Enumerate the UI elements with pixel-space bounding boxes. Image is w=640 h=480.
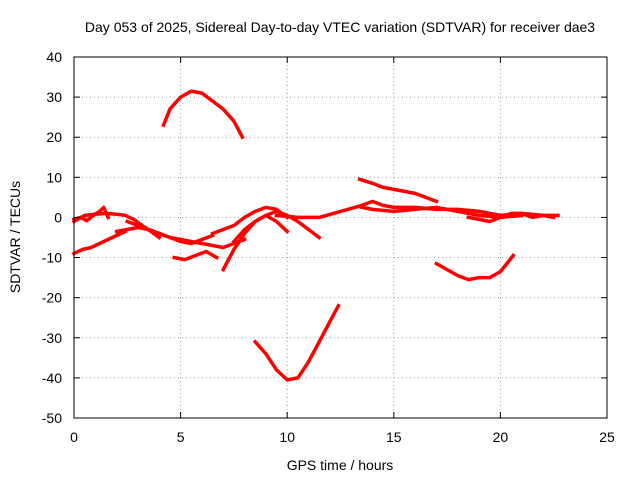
y-tick-label: -20 [42,290,62,306]
sdtvar-arc-line [210,205,290,236]
x-tick-label: 10 [279,429,295,445]
y-tick-label: -40 [42,370,62,386]
y-tick-label: -10 [42,250,62,266]
y-tick-label: 30 [46,89,62,105]
sdtvar-arc-line [231,213,290,244]
y-axis-label: SDTVAR / TECUs [7,181,23,293]
y-tick-label: 20 [46,129,62,145]
x-tick-label: 0 [70,429,78,445]
y-tick-label: 0 [54,209,62,225]
plot-frame [73,56,608,419]
y-tick-label: 10 [46,169,62,185]
series-layer [71,89,560,382]
sdtvar-arc-line [357,177,439,204]
sdtvar-arc-line [71,229,128,256]
y-tick-label: -50 [42,410,62,426]
sdtvar-arc-line [252,303,341,382]
y-tick-label: 40 [46,49,62,65]
x-tick-label: 25 [599,429,615,445]
sdtvar-arc-line [359,205,524,220]
sdtvar-arc-line [161,89,245,140]
x-tick-label: 5 [177,429,185,445]
grid-layer [74,57,607,418]
sdtvar-arc-line [466,211,556,224]
sdtvar-arc-line [125,219,247,250]
tick-layer: 0 5 10 15 20 25 -50 -40 -30 -20 -10 0 10 20 30 40 [42,49,615,445]
x-axis-label: GPS time / hours [287,457,394,473]
sdtvar-arc-line [172,249,220,262]
sdtvar-arc-line [220,209,322,272]
sdtvar-arc-line [434,253,516,282]
x-tick-label: 20 [493,429,509,445]
x-tick-label: 15 [386,429,402,445]
y-tick-label: -30 [42,330,62,346]
chart-title: Day 053 of 2025, Sidereal Day-to-day VTE… [85,19,595,35]
